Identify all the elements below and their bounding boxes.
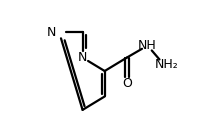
Text: O: O — [122, 77, 132, 90]
Text: NH₂: NH₂ — [154, 58, 178, 71]
Text: N: N — [78, 51, 87, 64]
Text: N: N — [47, 26, 57, 39]
Text: NH: NH — [138, 39, 157, 52]
